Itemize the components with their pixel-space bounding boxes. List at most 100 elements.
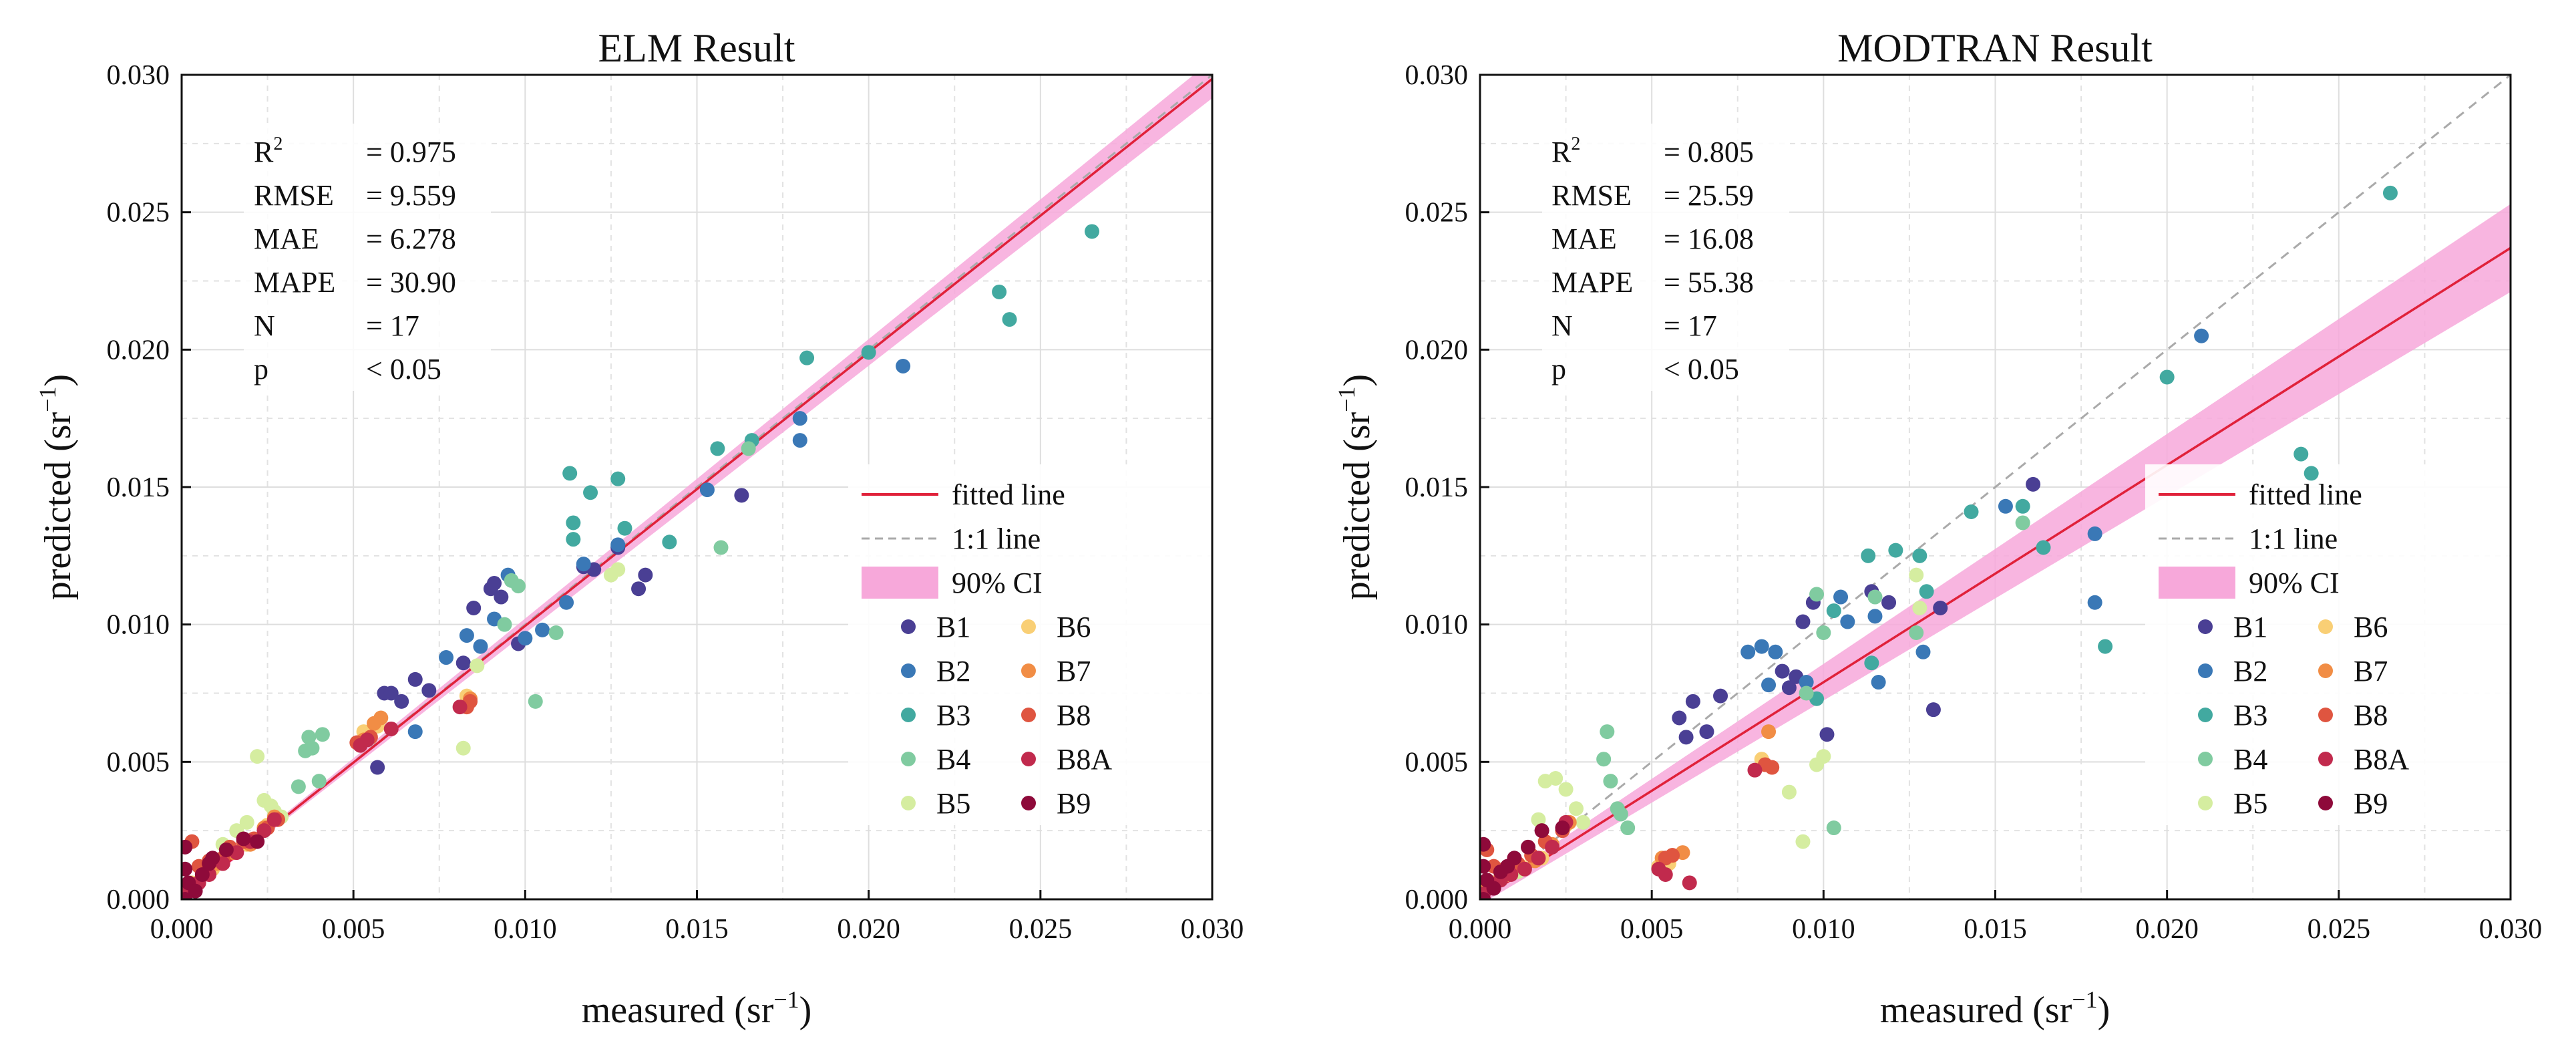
one-to-one-line (182, 75, 1212, 899)
point-b9 (1480, 837, 1491, 852)
point-b1 (1699, 724, 1714, 740)
point-b4 (497, 617, 512, 632)
point-b2 (1998, 498, 2013, 514)
stat-label-p: p (254, 353, 268, 386)
point-b1 (1672, 710, 1687, 726)
point-b1 (383, 686, 399, 701)
point-b2 (2087, 595, 2102, 610)
legend-marker-b7 (2318, 663, 2333, 678)
legend-label: fitted line (2249, 478, 2362, 511)
point-b4 (305, 740, 320, 756)
fitted-line (182, 78, 1212, 899)
x-tick-label: 0.030 (1181, 914, 1244, 945)
point-b2 (699, 482, 715, 498)
point-b4 (741, 441, 756, 456)
point-b2 (576, 557, 591, 572)
point-b5 (1548, 771, 1563, 786)
legend-marker-b7 (1021, 663, 1036, 678)
x-axis-label: measured (sr−1) (582, 986, 812, 1031)
point-b1 (638, 567, 653, 583)
stat-value-rmse: = 25.59 (1664, 179, 1754, 212)
point-b3 (1084, 224, 1099, 239)
stats-box-background (1542, 124, 1789, 391)
point-b7 (373, 710, 389, 726)
point-b9 (1534, 823, 1549, 839)
legend-marker-b3 (901, 708, 916, 722)
point-b9 (182, 892, 193, 899)
point-b1 (631, 581, 647, 597)
point-b9 (182, 861, 193, 877)
legend-marker-b3 (2198, 708, 2213, 722)
point-b3 (799, 350, 815, 365)
point-b3 (610, 471, 626, 486)
point-b1 (494, 589, 509, 605)
x-tick-label: 0.025 (2308, 914, 2371, 945)
point-b3 (1888, 543, 1903, 558)
point-b4 (2015, 515, 2030, 530)
point-b8a (256, 823, 272, 839)
point-b4 (528, 694, 543, 709)
chart-title: MODTRAN Result (1837, 26, 2153, 70)
point-b5 (1912, 600, 1927, 615)
point-b4 (1600, 724, 1615, 740)
point-b1 (407, 671, 423, 687)
legend-marker-b1 (901, 619, 916, 634)
axes-frame (1479, 73, 2512, 901)
point-b7 (1761, 724, 1777, 740)
point-b1 (1781, 680, 1797, 696)
legend-marker-b4 (2198, 752, 2213, 766)
point-b2 (1871, 675, 1886, 690)
point-b2 (2194, 328, 2209, 343)
point-b4 (1909, 625, 1924, 641)
legend-marker-b6 (1021, 619, 1036, 634)
y-axis-label: predicted (sr−1) (1333, 374, 1378, 600)
stat-label-r2: R2 (1551, 134, 1580, 168)
legend-marker-b8a (1021, 752, 1036, 766)
point-b1 (466, 600, 482, 615)
point-b1 (421, 683, 437, 698)
point-b3 (992, 284, 1007, 299)
legend-marker-b9 (2318, 796, 2333, 810)
reference-lines (1480, 75, 2511, 899)
point-b1 (1925, 702, 1941, 718)
point-b3 (2159, 369, 2175, 385)
point-b4 (1596, 752, 1612, 767)
one-to-one-line (1480, 75, 2511, 899)
stats-box-background (244, 124, 491, 391)
point-b5 (1569, 801, 1584, 816)
stats-box: R2 = 0.975 RMSE = 9.559 MAE = 6.278 MAPE… (254, 134, 456, 386)
stat-label-mape: MAPE (1551, 266, 1633, 299)
point-b3 (2036, 540, 2051, 555)
stats-box: R2 = 0.805 RMSE = 25.59 MAE = 16.08 MAPE… (1551, 134, 1754, 386)
y-tick-label: 0.010 (1405, 610, 1469, 641)
point-b2 (792, 433, 807, 448)
y-tick-label: 0.015 (1405, 472, 1469, 503)
stat-value-r2: = 0.805 (1664, 136, 1754, 168)
point-b4 (1816, 625, 1831, 641)
legend-marker-b4 (901, 752, 916, 766)
legend-label-b9: B9 (2354, 787, 2388, 820)
axis-ticks: 0.000 0.005 0.010 0.015 0.020 0.025 0.030 0.000… (107, 60, 1244, 945)
point-b5 (1909, 567, 1924, 583)
legend-ci-swatch (2159, 567, 2235, 599)
point-b4 (1826, 820, 1841, 836)
point-b3 (710, 441, 725, 456)
stat-value-r2: = 0.975 (366, 136, 456, 168)
point-b9 (1507, 851, 1522, 866)
point-b8a (1658, 867, 1673, 882)
stat-label-rmse: RMSE (254, 179, 334, 212)
point-b4 (1809, 587, 1825, 602)
stat-label-p: p (1551, 353, 1566, 386)
legend-label-b4: B4 (2233, 743, 2267, 776)
point-b9 (250, 834, 265, 849)
axis-ticks: 0.000 0.005 0.010 0.015 0.020 0.025 0.030 0.000… (1405, 60, 2543, 945)
x-tick-label: 0.010 (1792, 914, 1855, 945)
point-b9 (236, 831, 251, 847)
x-tick-label: 0.020 (2135, 914, 2199, 945)
point-b1 (1678, 730, 1694, 745)
y-tick-label: 0.025 (1405, 198, 1469, 229)
point-b1 (1685, 694, 1700, 709)
legend-background (2145, 464, 2519, 825)
legend-marker-b6 (2318, 619, 2333, 634)
y-tick-label: 0.030 (1405, 60, 1469, 91)
